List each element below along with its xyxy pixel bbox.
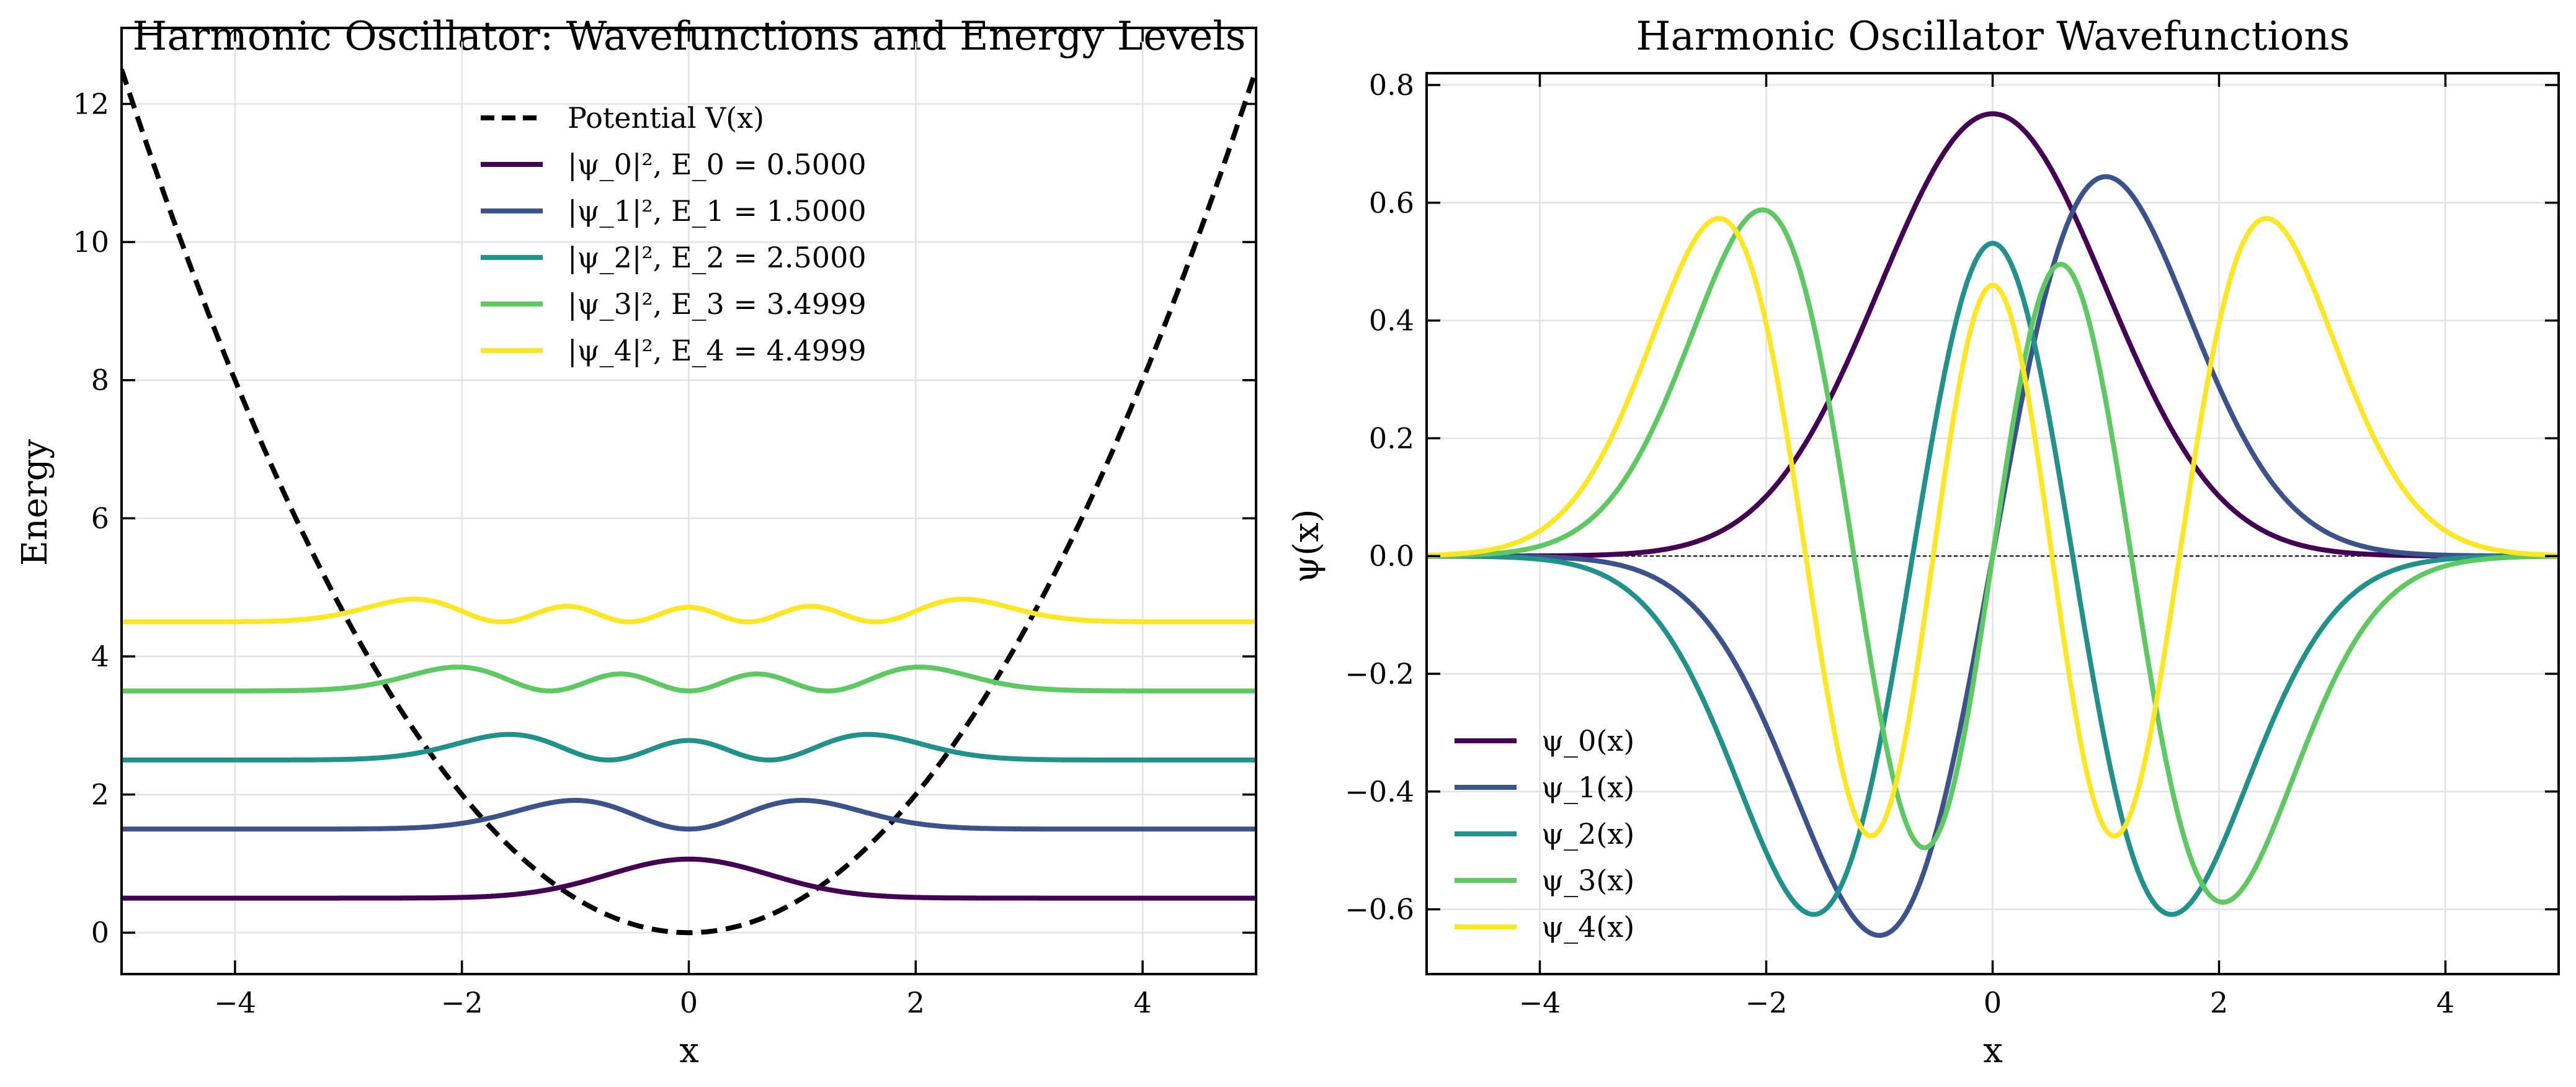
series-line-0 bbox=[122, 68, 1256, 936]
grid bbox=[122, 28, 1256, 974]
plot-area bbox=[122, 68, 1256, 936]
y-tick-label: −0.2 bbox=[1345, 657, 1414, 691]
x-axis-label: x bbox=[1983, 1031, 2003, 1071]
axes: −4 −2 0 2 4 0 2 4 6 8 10 12 bbox=[73, 27, 1257, 1019]
chart-title: Harmonic Oscillator Wavefunctions bbox=[1636, 14, 2350, 60]
x-tick-label: 2 bbox=[2210, 986, 2228, 1019]
y-tick-label: 0.2 bbox=[1369, 421, 1414, 455]
y-tick-label: 8 bbox=[91, 364, 109, 397]
legend-label: |ψ_4|², E_4 = 4.4999 bbox=[568, 334, 867, 367]
legend-label: ψ_1(x) bbox=[1541, 771, 1634, 804]
x-tick-label: 4 bbox=[2436, 986, 2454, 1019]
plot-area bbox=[1427, 111, 2559, 938]
x-tick-label: 2 bbox=[907, 986, 925, 1019]
legend: ψ_0(x) ψ_1(x) ψ_2(x) ψ_3(x) ψ_4(x) bbox=[1455, 724, 1634, 944]
x-axis-label: x bbox=[679, 1031, 699, 1071]
y-axis-label: Energy bbox=[15, 439, 55, 566]
x-tick-label: 4 bbox=[1133, 986, 1151, 1019]
y-tick-label: 0.4 bbox=[1369, 304, 1414, 338]
series-line-1 bbox=[122, 856, 1256, 901]
y-tick-label: 0.6 bbox=[1369, 186, 1414, 220]
x-tick-label: 0 bbox=[680, 986, 698, 1019]
axes: −4 −2 0 2 4 −0.6 −0.4 −0.2 0.0 0.2 0.4 0.6 0.8 bbox=[1345, 68, 2560, 1019]
wavefunctions-chart: Harmonic Oscillator Wavefunctions −4 −2 0 2… bbox=[1286, 14, 2560, 1071]
y-tick-label: 0 bbox=[91, 916, 109, 949]
y-tick-label: −0.6 bbox=[1345, 893, 1414, 926]
legend: Potential V(x) |ψ_0|², E_0 = 0.5000 |ψ_1|²… bbox=[481, 101, 867, 367]
series-line-5 bbox=[122, 596, 1256, 625]
y-tick-label: 2 bbox=[91, 778, 109, 812]
series-line-4 bbox=[1427, 216, 2559, 839]
legend-label: |ψ_1|², E_1 = 1.5000 bbox=[568, 194, 867, 228]
legend-label: |ψ_3|², E_3 = 3.4999 bbox=[568, 287, 867, 321]
legend-label: ψ_3(x) bbox=[1541, 864, 1634, 897]
energy-levels-chart: Harmonic Oscillator: Wavefunctions and E… bbox=[15, 14, 1257, 1071]
y-tick-label: 6 bbox=[91, 501, 109, 535]
series-line-2 bbox=[122, 798, 1256, 832]
legend-label: ψ_2(x) bbox=[1541, 817, 1634, 851]
legend-label: Potential V(x) bbox=[568, 101, 764, 135]
x-tick-label: −2 bbox=[1745, 986, 1788, 1019]
x-tick-label: −2 bbox=[441, 986, 483, 1019]
series-line-2 bbox=[1427, 241, 2559, 917]
legend-label: ψ_0(x) bbox=[1541, 724, 1634, 758]
legend-label: ψ_4(x) bbox=[1541, 910, 1634, 944]
legend-label: |ψ_0|², E_0 = 0.5000 bbox=[568, 148, 867, 181]
y-tick-label: 0.0 bbox=[1369, 539, 1414, 573]
x-tick-label: −4 bbox=[214, 986, 256, 1019]
series-line-3 bbox=[1427, 207, 2559, 905]
y-tick-label: 4 bbox=[91, 640, 109, 673]
y-tick-label: 12 bbox=[73, 87, 109, 120]
y-tick-label: 0.8 bbox=[1369, 68, 1414, 102]
y-axis-label: ψ(x) bbox=[1286, 509, 1327, 583]
x-tick-label: 0 bbox=[1984, 986, 2002, 1019]
y-tick-label: −0.4 bbox=[1345, 775, 1414, 808]
x-tick-label: −4 bbox=[1519, 986, 1561, 1019]
series-line-0 bbox=[1427, 111, 2559, 559]
series-line-4 bbox=[122, 664, 1256, 694]
series-line-3 bbox=[122, 731, 1256, 763]
y-tick-label: 10 bbox=[73, 225, 109, 259]
legend-label: |ψ_2|², E_2 = 2.5000 bbox=[568, 241, 867, 274]
